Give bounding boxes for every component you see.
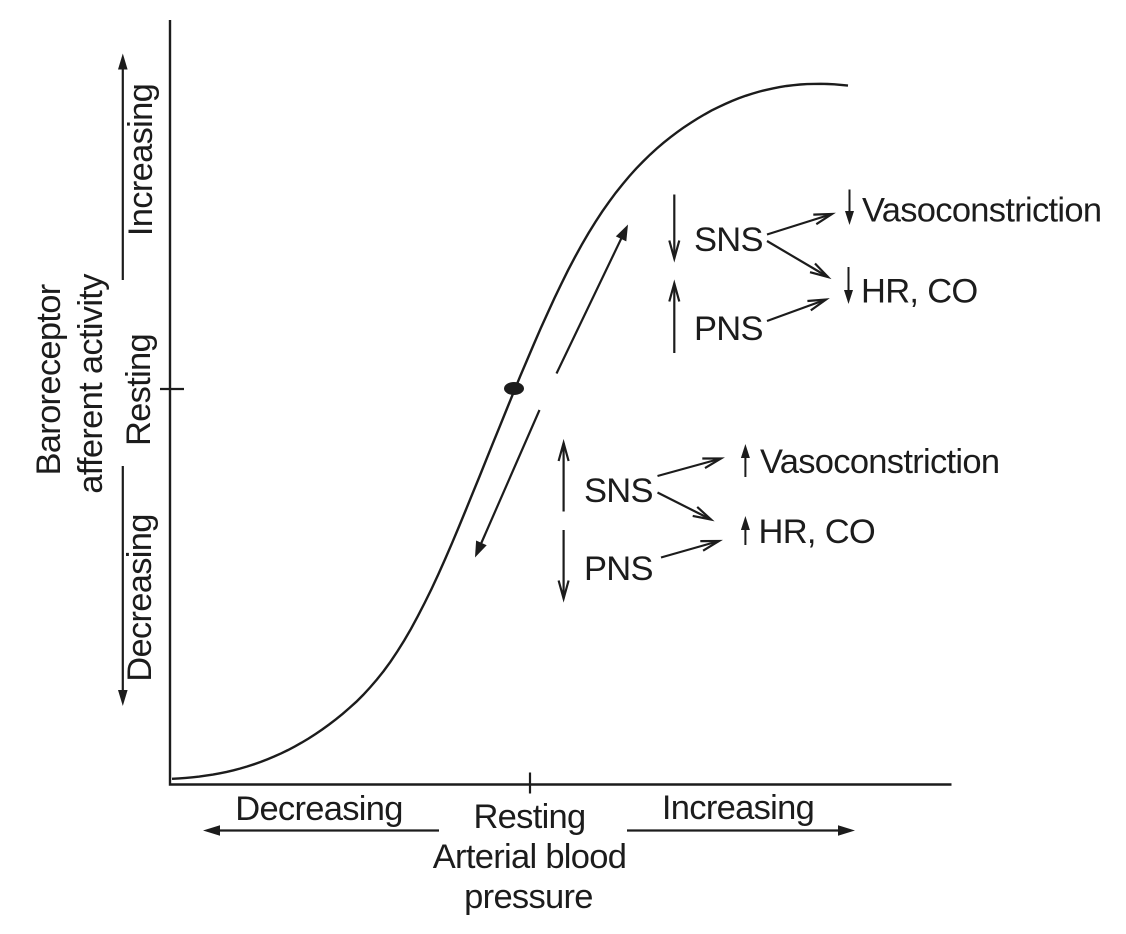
svg-text:HR, CO: HR, CO: [759, 513, 876, 551]
svg-text:Vasoconstriction: Vasoconstriction: [760, 443, 999, 481]
svg-text:HR, CO: HR, CO: [861, 273, 978, 311]
svg-text:Baroreceptor: Baroreceptor: [30, 284, 68, 475]
svg-text:Decreasing: Decreasing: [235, 790, 403, 828]
svg-text:SNS: SNS: [584, 472, 653, 510]
svg-text:Resting: Resting: [120, 334, 158, 446]
svg-text:SNS: SNS: [694, 221, 763, 259]
svg-text:Resting: Resting: [473, 798, 585, 836]
svg-text:Vasoconstriction: Vasoconstriction: [862, 192, 1101, 230]
svg-text:Arterial blood: Arterial blood: [433, 838, 626, 876]
svg-text:pressure: pressure: [464, 878, 593, 916]
svg-text:PNS: PNS: [584, 550, 653, 588]
svg-text:Decreasing: Decreasing: [121, 514, 159, 682]
svg-text:Increasing: Increasing: [122, 84, 160, 236]
svg-text:afferent activity: afferent activity: [72, 273, 110, 494]
svg-text:PNS: PNS: [694, 310, 763, 348]
svg-text:Increasing: Increasing: [662, 789, 814, 827]
